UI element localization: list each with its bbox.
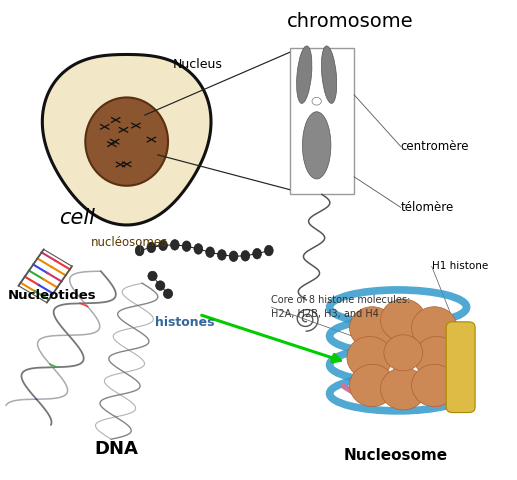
Text: H2A, H2B, H3, and H4: H2A, H2B, H3, and H4 — [271, 310, 379, 319]
Ellipse shape — [218, 250, 226, 260]
Ellipse shape — [148, 271, 157, 281]
Ellipse shape — [159, 240, 168, 251]
Ellipse shape — [322, 46, 337, 103]
Ellipse shape — [412, 364, 457, 407]
Ellipse shape — [241, 251, 250, 261]
Polygon shape — [42, 55, 211, 225]
Text: H1 histone: H1 histone — [432, 262, 488, 271]
Text: Nucleotides: Nucleotides — [8, 288, 96, 302]
Text: DNA: DNA — [95, 440, 138, 458]
Ellipse shape — [349, 364, 395, 407]
Ellipse shape — [384, 335, 423, 371]
Ellipse shape — [253, 248, 262, 259]
Ellipse shape — [312, 97, 322, 105]
Text: Nucleus: Nucleus — [173, 58, 223, 72]
Text: télomère: télomère — [401, 201, 454, 214]
Ellipse shape — [297, 46, 312, 103]
Ellipse shape — [171, 240, 179, 250]
Ellipse shape — [347, 336, 392, 379]
Ellipse shape — [194, 244, 203, 254]
Text: cell: cell — [59, 208, 95, 228]
Ellipse shape — [349, 307, 395, 349]
Text: histones: histones — [155, 316, 215, 329]
Text: nucléosomes: nucléosomes — [90, 236, 168, 249]
Text: centromère: centromère — [401, 140, 469, 153]
Ellipse shape — [135, 245, 144, 256]
Bar — [290, 48, 354, 194]
Text: Core of 8 histone molecules:: Core of 8 histone molecules: — [271, 295, 410, 305]
Ellipse shape — [147, 242, 156, 253]
Ellipse shape — [412, 307, 457, 349]
Ellipse shape — [229, 251, 238, 262]
Ellipse shape — [163, 289, 173, 299]
Ellipse shape — [414, 336, 460, 379]
Ellipse shape — [381, 368, 426, 410]
Ellipse shape — [206, 247, 215, 257]
Ellipse shape — [265, 245, 273, 256]
Ellipse shape — [381, 299, 426, 341]
Ellipse shape — [182, 241, 191, 252]
FancyBboxPatch shape — [446, 322, 475, 412]
Ellipse shape — [156, 281, 165, 290]
Ellipse shape — [302, 112, 331, 179]
Text: chromosome: chromosome — [287, 12, 414, 31]
Ellipse shape — [85, 97, 168, 186]
Text: Nucleosome: Nucleosome — [343, 448, 448, 464]
